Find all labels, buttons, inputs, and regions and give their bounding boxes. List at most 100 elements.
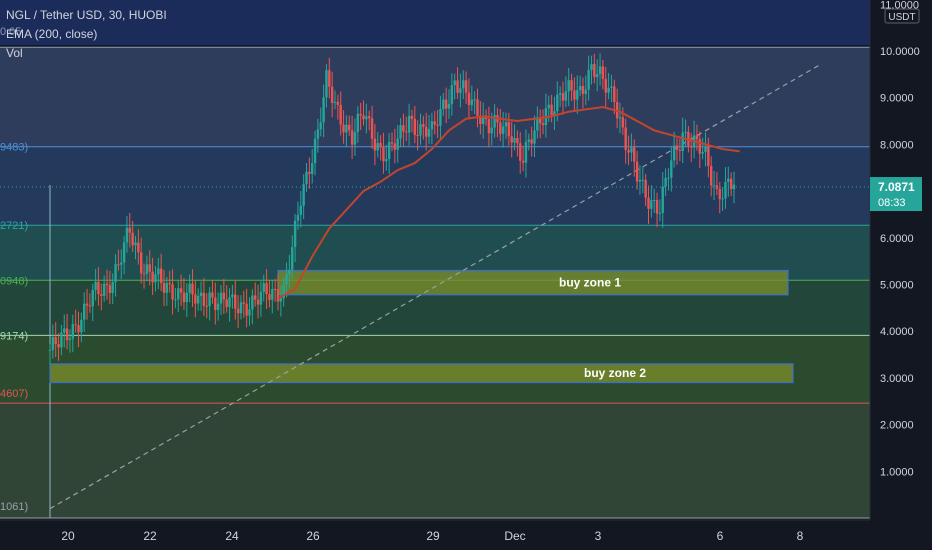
candle-body [501,126,505,134]
candle-body [510,136,513,143]
candle-body [179,288,183,293]
candle-body [718,188,721,200]
candle-body [521,160,525,163]
candle-body [142,273,146,275]
candle-body [74,324,77,326]
candle-body [154,274,157,283]
candle-body [385,159,388,162]
candle-body [242,302,245,304]
candle-body [148,264,151,272]
candle-body [550,104,553,116]
time-tick-label: 29 [426,529,440,543]
candle-body [490,127,493,134]
ema-200-line [277,106,740,300]
candle-body [262,283,265,292]
candle-body [71,324,74,339]
candle-body [407,115,411,133]
price-tick-label: 1.0000 [880,466,914,478]
candle-body [396,138,399,150]
candle-body [353,132,357,145]
candle-body [159,268,163,283]
candle-body [593,64,596,78]
candle-body [459,88,462,93]
candle-body [248,309,251,316]
buy-zone-box[interactable] [277,269,789,296]
candle-body [553,111,556,116]
candle-body [102,283,106,296]
candle-body [672,145,676,161]
buy-zone-box[interactable] [49,363,794,384]
candle-body [607,87,610,93]
fib-level-label: 1061) [0,501,28,513]
candle-body [108,285,112,294]
candle-body [85,303,89,306]
candle-body [473,99,476,101]
price-scale[interactable]: 11.0000 10.0000 9.0000 8.0000 6.0000 5.0000 4.… [869,0,932,550]
candle-body [464,80,468,93]
candle-body [487,119,491,134]
candle-body [493,115,496,128]
candle-body [479,115,482,124]
candle-body [667,177,670,179]
indicator-label[interactable]: EMA (200, close) [6,27,98,41]
candle-body [390,142,394,144]
candle-body [54,337,57,345]
candle-body [63,328,66,333]
candle-body [111,282,114,294]
buy-zone-label: buy zone 1 [559,276,621,290]
top-band [0,0,870,45]
volume-label[interactable]: Vol [6,46,23,60]
candle-body [219,292,223,304]
candle-body [145,264,149,274]
candle-body [433,121,436,125]
candle-body [641,179,644,181]
candle-body [296,214,300,221]
candle-body [168,283,171,285]
candle-body [356,113,359,133]
candle-body [439,109,442,126]
candle-body [661,186,664,213]
price-tick-label: 2.0000 [880,420,914,432]
candle-body [447,104,451,109]
candle-body [216,303,220,310]
candle-body [245,303,248,316]
currency-badge[interactable] [884,8,920,24]
candle-body [328,70,331,87]
candle-body [268,294,271,300]
candle-body [678,149,682,152]
candle-body [541,123,545,125]
candle-body [590,64,593,70]
time-tick-label: Dec [504,529,525,543]
candle-body [77,325,80,333]
candle-body [231,294,234,298]
candle-body [214,297,217,310]
candle-body [393,143,397,150]
candle-body [302,184,305,206]
candle-body [60,332,63,348]
time-axis[interactable]: 20 22 24 26 29 Dec 3 6 8 [0,519,870,543]
candle-body [251,295,254,310]
fib-band [0,146,870,226]
fib-level-label: 2721) [0,220,28,232]
candle-body [427,129,431,137]
candle-body [655,200,659,214]
time-tick-label: 22 [143,529,157,543]
candle-body [621,117,625,128]
candle-body [199,292,203,296]
time-tick-label: 6 [717,529,724,543]
candle-body [125,227,129,243]
candle-body [727,178,730,183]
candle-body [633,147,636,162]
candle-body [405,131,408,133]
symbol-title[interactable]: NGL / Tether USD, 30, HUOBI [6,8,167,22]
candle-body [561,93,565,101]
buy-zone-label: buy zone 2 [584,366,646,380]
candle-body [350,130,354,145]
candle-body [630,147,633,153]
candles [48,53,736,365]
candle-body [359,113,362,116]
candle-body [254,295,257,300]
candle-body [513,137,516,143]
fib-level-label: 4607) [0,388,28,400]
